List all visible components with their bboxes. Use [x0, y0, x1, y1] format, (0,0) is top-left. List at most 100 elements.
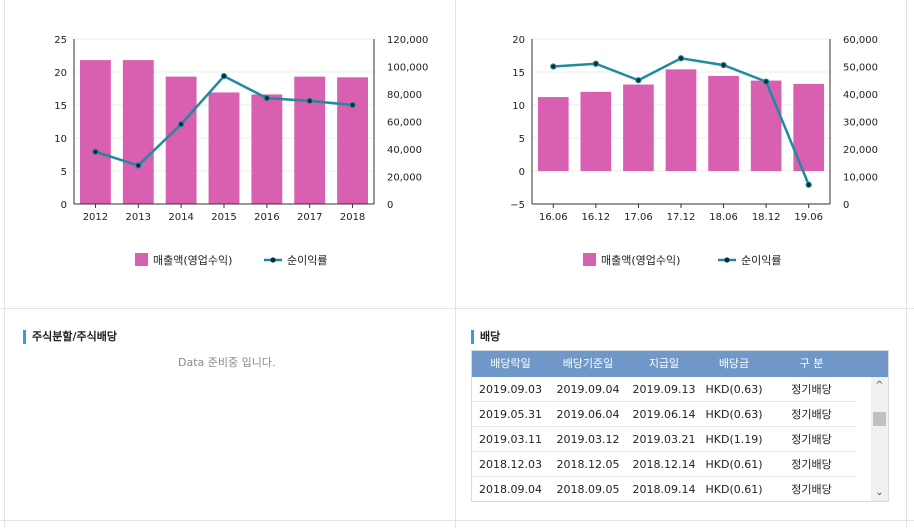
left-axis-tick-label: 5 [519, 134, 525, 145]
right-axis-tick-label: 40,000 [387, 145, 422, 156]
left-axis-tick-label: 15 [512, 68, 525, 79]
right-axis-tick-label: 20,000 [843, 145, 878, 156]
table-cell: 2018.09.05 [549, 477, 627, 501]
bar [294, 76, 326, 204]
right-axis-tick-label: 10,000 [843, 173, 878, 184]
half-year-chart-svg: −5 0 5 10 15 20 0 10,000 20,000 30,000 40,000 50,00… [510, 35, 878, 267]
half-year-chart: −5 0 5 10 15 20 0 10,000 20,000 30,000 40,000 50,00… [456, 0, 914, 300]
divider-horizontal-top [0, 308, 914, 309]
x-axis-tick-label: 19.06 [794, 212, 823, 223]
x-axis-tick-label: 2012 [83, 212, 108, 223]
line-point [550, 63, 557, 70]
right-axis-tick-label: 30,000 [843, 118, 878, 129]
header-category: 구 분 [799, 357, 824, 370]
right-axis-tick-label: 100,000 [387, 63, 428, 74]
table-row: 2019.09.03 2019.09.04 2019.09.13 HKD(0.63) 정… [472, 377, 888, 402]
left-axis-tick-label: 0 [61, 200, 67, 211]
bar [80, 60, 111, 205]
bar [251, 94, 283, 204]
bar [793, 83, 825, 171]
table-row: 2018.12.03 2018.12.05 2018.12.14 HKD(0.61) 정… [472, 452, 888, 477]
legend-bar-swatch [135, 253, 148, 266]
bar [623, 84, 654, 171]
table-cell: HKD(0.63) [701, 402, 767, 427]
table-scrollbar[interactable]: ^ ⌄ [871, 377, 888, 501]
x-axis-tick-label: 18.12 [752, 212, 781, 223]
table-cell: HKD(1.19) [701, 427, 767, 452]
bar [750, 80, 782, 171]
x-axis-tick-label: 18.06 [709, 212, 738, 223]
table-cell: HKD(0.61) [701, 452, 767, 477]
line-point [178, 121, 185, 128]
header-ex-dividend-date: 배당락일 [490, 357, 531, 370]
legend-line-marker [724, 257, 730, 263]
bar [537, 97, 569, 171]
header-payment-date: 지급일 [648, 357, 680, 370]
legend-bar-swatch [583, 253, 596, 266]
annual-chart: 0 5 10 15 20 25 0 20,000 40,000 60,000 80,000 100,0… [0, 0, 455, 300]
right-axis-tick-label: 60,000 [843, 35, 878, 46]
table-cell: 2019.05.31 [472, 402, 549, 427]
annual-chart-svg: 0 5 10 15 20 25 0 20,000 40,000 60,000 80,000 100,0… [54, 35, 428, 267]
right-axis-tick-label: 0 [387, 200, 393, 211]
bar [708, 75, 739, 171]
line-point [763, 78, 770, 85]
x-axis-tick-label: 2016 [254, 212, 279, 223]
scroll-thumb[interactable] [873, 412, 886, 426]
left-axis-tick-label: 5 [61, 167, 67, 178]
table-cell: 정기배당 [767, 402, 856, 427]
bar [122, 60, 154, 205]
table-cell: 2019.06.14 [627, 402, 701, 427]
left-axis-tick-label: 15 [54, 101, 67, 112]
bar [337, 77, 368, 204]
dividend-table-header: 배당락일 배당기준일 지급일 배당금 구 분 [472, 351, 888, 377]
split-section-title: 주식분할/주식배당 [23, 330, 117, 344]
divider-right [906, 0, 907, 528]
table-cell: 2019.03.21 [627, 427, 701, 452]
x-axis-tick-label: 2013 [126, 212, 151, 223]
left-axis-tick-label: 25 [54, 35, 67, 46]
legend-line-marker [270, 257, 276, 263]
table-cell: 정기배당 [767, 477, 856, 501]
header-record-date: 배당기준일 [562, 357, 614, 370]
table-row: 2019.05.31 2019.06.04 2019.06.14 HKD(0.63) 정… [472, 402, 888, 427]
line-point [635, 77, 642, 84]
line-point [677, 55, 685, 62]
right-axis-tick-label: 120,000 [387, 35, 428, 46]
bar [580, 91, 612, 171]
legend-bar-label: 매출액(영업수익) [153, 254, 232, 267]
x-axis-tick-label: 2018 [340, 212, 365, 223]
dividend-section-title: 배당 [471, 330, 500, 344]
dividend-table: 배당락일 배당기준일 지급일 배당금 구 분 2019.09.03 2019.09… [471, 350, 889, 502]
right-axis-tick-label: 80,000 [387, 90, 422, 101]
right-axis-tick-label: 0 [843, 200, 849, 211]
table-cell: 2018.12.14 [627, 452, 701, 477]
x-axis-tick-label: 2015 [211, 212, 236, 223]
line-point [92, 148, 99, 155]
right-axis-tick-label: 60,000 [387, 118, 422, 129]
table-cell: HKD(0.63) [701, 377, 767, 402]
left-axis-tick-label: 0 [519, 167, 525, 178]
right-axis-tick-label: 50,000 [843, 63, 878, 74]
legend-bar-label: 매출액(영업수익) [601, 254, 680, 267]
header-dividend-amount: 배당금 [718, 357, 750, 370]
bar [665, 69, 697, 171]
x-axis-tick-label: 17.06 [624, 212, 653, 223]
line-point [306, 97, 313, 104]
table-cell: 2019.09.04 [549, 377, 627, 402]
table-cell: 2019.09.03 [472, 377, 549, 402]
table-cell: 2019.06.04 [549, 402, 627, 427]
split-nodata-message: Data 준비중 입니다. [178, 356, 276, 369]
legend-line-label: 순이익률 [741, 254, 781, 267]
scroll-down-icon[interactable]: ⌄ [875, 487, 884, 498]
left-axis-tick-label: 10 [512, 101, 525, 112]
left-axis-tick-label: 20 [512, 35, 525, 46]
table-cell: 정기배당 [767, 452, 856, 477]
x-axis-tick-label: 17.12 [667, 212, 696, 223]
line-point [220, 73, 228, 80]
line-point [592, 60, 599, 67]
scroll-up-icon[interactable]: ^ [875, 380, 884, 391]
left-axis-tick-label: 10 [54, 134, 67, 145]
bar [208, 92, 240, 204]
right-axis-tick-label: 40,000 [843, 90, 878, 101]
